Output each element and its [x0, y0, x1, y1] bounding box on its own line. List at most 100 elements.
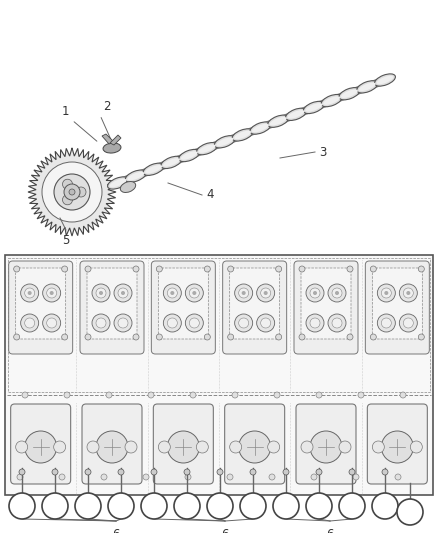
Circle shape [151, 469, 157, 475]
Circle shape [76, 187, 86, 197]
Circle shape [358, 392, 364, 398]
Ellipse shape [374, 74, 396, 86]
Circle shape [418, 266, 424, 272]
Circle shape [118, 469, 124, 475]
Circle shape [349, 469, 355, 475]
Circle shape [306, 314, 324, 332]
Circle shape [250, 469, 256, 475]
Ellipse shape [179, 149, 200, 161]
Circle shape [228, 266, 233, 272]
Circle shape [108, 493, 134, 519]
Circle shape [276, 334, 282, 340]
Circle shape [184, 469, 190, 475]
Circle shape [114, 284, 132, 302]
FancyBboxPatch shape [296, 404, 356, 484]
Circle shape [207, 493, 233, 519]
Circle shape [133, 266, 139, 272]
Circle shape [299, 334, 305, 340]
Circle shape [406, 291, 410, 295]
Circle shape [381, 318, 391, 328]
Circle shape [276, 266, 282, 272]
Circle shape [310, 318, 320, 328]
Circle shape [353, 474, 359, 480]
Text: 3: 3 [319, 146, 326, 158]
Circle shape [52, 469, 58, 475]
Circle shape [316, 469, 322, 475]
Circle shape [59, 474, 65, 480]
Ellipse shape [304, 101, 324, 114]
Circle shape [47, 288, 57, 298]
FancyBboxPatch shape [372, 268, 422, 339]
Circle shape [63, 195, 73, 205]
Circle shape [227, 474, 233, 480]
Circle shape [170, 291, 174, 295]
Circle shape [42, 493, 68, 519]
Circle shape [9, 493, 35, 519]
Ellipse shape [268, 115, 289, 127]
Circle shape [403, 288, 413, 298]
Circle shape [185, 474, 191, 480]
Circle shape [96, 431, 128, 463]
Circle shape [19, 469, 25, 475]
Text: 5: 5 [62, 234, 70, 247]
Circle shape [235, 314, 253, 332]
Ellipse shape [214, 136, 235, 148]
Circle shape [69, 189, 75, 195]
Circle shape [239, 318, 249, 328]
Circle shape [328, 314, 346, 332]
FancyBboxPatch shape [367, 404, 427, 484]
Circle shape [310, 431, 342, 463]
Circle shape [185, 284, 203, 302]
Circle shape [85, 266, 91, 272]
Circle shape [240, 493, 266, 519]
Circle shape [264, 291, 268, 295]
Circle shape [14, 266, 20, 272]
Circle shape [163, 284, 181, 302]
Circle shape [167, 431, 199, 463]
Polygon shape [110, 135, 121, 145]
Bar [8, 258, 430, 392]
Ellipse shape [377, 76, 393, 84]
Ellipse shape [120, 182, 136, 192]
Circle shape [75, 493, 101, 519]
Ellipse shape [198, 144, 215, 153]
Ellipse shape [216, 138, 233, 146]
Circle shape [96, 318, 106, 328]
Circle shape [335, 291, 339, 295]
Circle shape [167, 318, 177, 328]
Circle shape [174, 493, 200, 519]
Circle shape [118, 288, 128, 298]
Circle shape [189, 318, 199, 328]
Ellipse shape [339, 87, 360, 100]
Circle shape [92, 284, 110, 302]
Circle shape [301, 441, 313, 453]
Circle shape [381, 431, 413, 463]
Circle shape [257, 314, 275, 332]
Ellipse shape [108, 177, 128, 189]
Circle shape [283, 469, 289, 475]
Bar [5, 255, 433, 495]
Circle shape [49, 291, 54, 295]
Circle shape [167, 288, 177, 298]
Ellipse shape [163, 158, 180, 167]
Circle shape [235, 284, 253, 302]
Circle shape [239, 431, 271, 463]
Circle shape [339, 441, 351, 453]
Text: 6: 6 [326, 528, 334, 533]
Circle shape [92, 314, 110, 332]
FancyBboxPatch shape [153, 404, 213, 484]
Ellipse shape [321, 94, 342, 107]
Circle shape [269, 474, 275, 480]
Circle shape [190, 392, 196, 398]
Circle shape [42, 284, 61, 302]
Circle shape [25, 288, 35, 298]
Circle shape [310, 288, 320, 298]
Circle shape [25, 318, 35, 328]
Circle shape [232, 392, 238, 398]
Text: 4: 4 [206, 189, 213, 201]
Circle shape [273, 493, 299, 519]
FancyBboxPatch shape [87, 268, 137, 339]
FancyBboxPatch shape [11, 404, 71, 484]
Polygon shape [28, 148, 116, 236]
Circle shape [16, 441, 28, 453]
